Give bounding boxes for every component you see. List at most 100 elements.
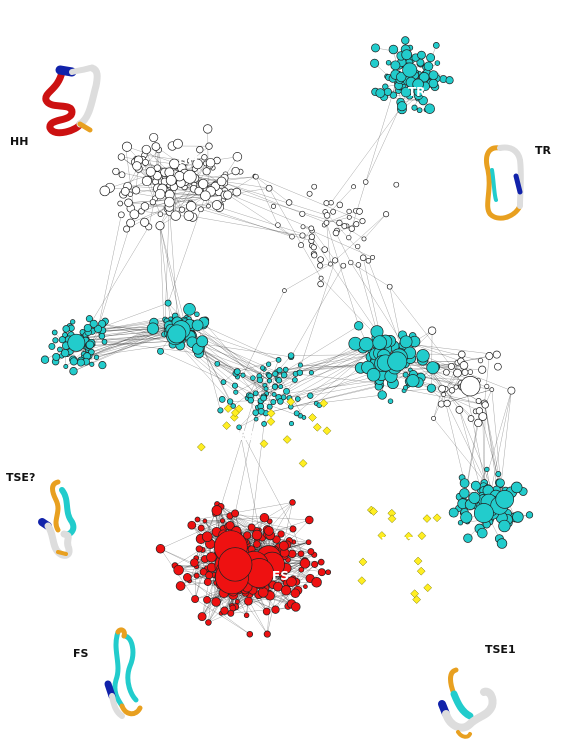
node-tr	[40, 355, 50, 364]
node-fs	[225, 521, 235, 531]
node-tr	[463, 533, 473, 543]
node-tse	[417, 531, 427, 541]
node-tr	[266, 372, 273, 379]
node-other	[460, 376, 481, 397]
node-fs	[231, 509, 240, 518]
node-tse	[286, 397, 296, 407]
node-tr	[375, 88, 386, 98]
node-hh	[198, 206, 204, 213]
node-other	[485, 352, 494, 360]
node-tse	[358, 557, 368, 567]
node-fs	[297, 550, 305, 558]
node-fs	[299, 558, 311, 569]
node-hh	[205, 142, 213, 150]
node-tr	[276, 367, 283, 374]
node-fs	[243, 531, 252, 540]
node-tr	[445, 76, 454, 85]
node-tr	[459, 478, 470, 489]
node-tr	[426, 53, 436, 63]
node-hh	[198, 178, 209, 189]
node-tr	[387, 351, 408, 372]
node-fs	[289, 499, 296, 506]
node-hh	[172, 138, 183, 149]
node-tr	[88, 348, 95, 356]
node-other	[289, 233, 295, 240]
node-tr	[388, 44, 399, 55]
node-hh	[142, 158, 149, 166]
node-other	[336, 201, 344, 209]
node-tr	[292, 377, 298, 383]
node-fs	[303, 584, 308, 589]
node-hh	[117, 153, 126, 161]
node-other	[336, 219, 343, 227]
node-fs	[291, 602, 301, 612]
node-hh	[132, 161, 142, 171]
node-tse	[357, 576, 367, 585]
node-tr	[403, 385, 409, 391]
node-tr	[270, 399, 277, 405]
node-tr	[256, 376, 264, 384]
node-fs	[287, 549, 297, 559]
node-tr	[417, 50, 426, 60]
node-hh	[141, 144, 151, 155]
node-tr	[69, 357, 78, 366]
node-tr	[496, 538, 508, 549]
node-tr	[280, 371, 288, 379]
node-tse	[223, 404, 233, 413]
node-tr	[275, 357, 282, 363]
node-other	[317, 256, 324, 263]
node-tr	[233, 368, 241, 375]
node-tr	[89, 361, 95, 367]
node-fs	[317, 568, 326, 577]
tse1-structure-icon	[438, 667, 497, 739]
node-other	[383, 211, 390, 218]
node-tr	[498, 519, 511, 533]
node-tr	[434, 60, 441, 66]
node-tr	[265, 361, 272, 367]
node-tse	[369, 507, 378, 516]
node-other	[386, 283, 393, 290]
node-tr	[253, 416, 259, 422]
node-hh	[178, 206, 186, 213]
node-tr	[83, 323, 92, 333]
node-tr	[424, 103, 435, 114]
node-other	[353, 221, 360, 228]
node-tr	[477, 527, 488, 539]
node-tr	[460, 511, 473, 524]
node-other	[299, 210, 306, 217]
node-hh	[211, 200, 222, 211]
node-tr	[98, 361, 107, 370]
node-tr	[359, 337, 374, 352]
node-tse	[312, 422, 322, 432]
node-other	[346, 214, 352, 220]
node-hh	[183, 210, 194, 221]
node-other	[346, 208, 352, 215]
node-tr	[387, 398, 394, 404]
node-other	[361, 236, 367, 242]
node-tr	[230, 403, 236, 409]
node-fs	[262, 607, 271, 616]
node-fs	[194, 516, 201, 523]
node-fs	[263, 630, 271, 638]
node-tse	[282, 435, 292, 444]
node-fs	[247, 523, 256, 532]
node-other	[355, 262, 362, 268]
node-fs	[305, 539, 312, 546]
node-hh	[123, 225, 131, 233]
node-other	[489, 387, 495, 392]
node-fs	[206, 551, 217, 563]
node-other	[393, 181, 400, 188]
node-hh	[216, 176, 227, 187]
node-hh	[129, 209, 140, 220]
node-hh	[140, 202, 150, 211]
node-fs	[197, 612, 207, 622]
node-fs	[325, 569, 332, 576]
node-fs	[211, 505, 223, 516]
node-tse	[319, 398, 329, 408]
node-fs	[155, 544, 166, 554]
node-tse	[387, 514, 397, 524]
node-hh	[182, 169, 197, 184]
node-tr	[93, 324, 103, 333]
node-hh	[155, 221, 165, 231]
